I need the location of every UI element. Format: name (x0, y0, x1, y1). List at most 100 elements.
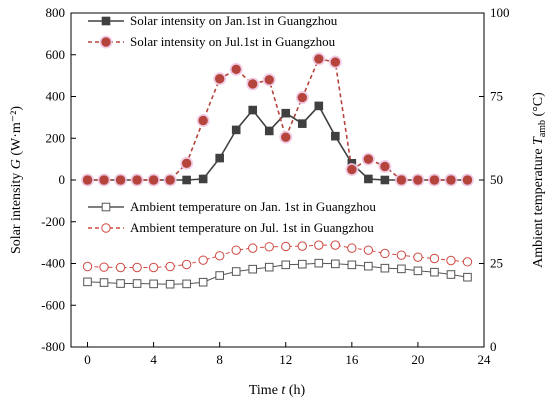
data-point (281, 108, 291, 118)
y-axis-right-label: Ambient temperature Tamb (°C) (531, 92, 548, 268)
data-point (380, 161, 390, 172)
data-point (132, 175, 142, 185)
y-right-tick-label: 50 (490, 172, 503, 187)
data-point (165, 261, 175, 272)
data-point (331, 259, 340, 269)
legend-temperature: Ambient temperature on Jan. 1st in Guang… (88, 199, 376, 235)
data-point (231, 245, 241, 255)
x-tick-label: 16 (345, 352, 359, 367)
data-point (182, 279, 191, 289)
data-point (198, 115, 208, 126)
series-0 (83, 101, 472, 185)
legend-label: Solar intensity on Jul.1st in Guangzhou (130, 34, 336, 49)
data-point (214, 251, 225, 261)
x-axis-label: Time t (h) (249, 383, 306, 398)
data-point (314, 240, 324, 250)
data-point (132, 262, 142, 273)
data-point (198, 277, 208, 287)
legend-marker (101, 16, 111, 26)
data-point (281, 260, 291, 270)
legend-marker (101, 202, 111, 212)
data-point (380, 263, 390, 273)
y-axis-left-label: Solar intensity G (W·m⁻²) (9, 106, 24, 254)
x-tick-label: 0 (84, 352, 91, 367)
x-tick-label: 8 (216, 352, 223, 367)
data-point (330, 57, 341, 67)
y-left-tick-label: 200 (46, 130, 66, 145)
data-point (99, 278, 109, 287)
data-point (215, 271, 224, 280)
data-point (248, 105, 258, 115)
x-tick-label: 4 (150, 352, 157, 367)
data-point (331, 131, 340, 141)
data-point (347, 260, 357, 270)
data-point (281, 132, 291, 142)
data-point (363, 245, 374, 255)
data-point (446, 270, 456, 279)
legend-label: Solar intensity on Jan.1st in Guangzhou (130, 13, 338, 28)
data-point (99, 262, 109, 272)
series-line (87, 244, 468, 268)
y-left-tick-label: 600 (46, 47, 66, 62)
data-point (231, 64, 241, 75)
data-point (462, 175, 473, 185)
data-point (215, 153, 224, 163)
x-tick-label: 12 (279, 352, 292, 367)
data-point (314, 101, 324, 111)
y-right-tick-label: 100 (490, 5, 510, 20)
y-left-tick-label: 800 (46, 5, 66, 20)
legend-solar: Solar intensity on Jan.1st in Guangzhou S… (88, 13, 338, 49)
data-point (364, 174, 373, 184)
data-point (364, 261, 373, 271)
legend-marker (101, 223, 111, 233)
legend-label: Ambient temperature on Jul. 1st in Guang… (130, 220, 374, 235)
series-2 (83, 258, 472, 289)
data-point (446, 255, 456, 266)
data-point (148, 175, 159, 185)
data-point (115, 175, 126, 185)
y-right-tick-label: 25 (490, 256, 503, 271)
data-point (297, 92, 307, 103)
data-point (248, 243, 258, 253)
data-point (396, 175, 407, 185)
y-left-tick-label: 400 (46, 89, 66, 104)
data-point (248, 79, 258, 89)
data-point (264, 126, 274, 136)
data-point (165, 279, 175, 289)
y-right-tick-label: 75 (490, 89, 503, 104)
data-point (380, 248, 390, 259)
data-point (413, 175, 423, 185)
data-point (181, 259, 192, 270)
data-point (396, 250, 407, 260)
data-point (297, 259, 307, 269)
data-point (446, 175, 456, 185)
data-point (115, 262, 126, 273)
data-point (83, 277, 92, 287)
y-right-tick-label: 0 (490, 339, 497, 354)
y-left-tick-label: -600 (41, 297, 65, 312)
series-line (87, 104, 468, 181)
legend-label: Ambient temperature on Jan. 1st in Guang… (130, 199, 376, 214)
data-point (132, 279, 142, 288)
data-point (231, 267, 241, 276)
data-point (314, 54, 324, 64)
data-point (116, 279, 125, 288)
series-line (87, 57, 468, 181)
data-point (314, 258, 324, 268)
data-point (462, 257, 473, 267)
data-point (182, 175, 191, 185)
data-point (149, 279, 158, 289)
data-point (165, 175, 175, 185)
data-point (82, 175, 93, 185)
y-left-tick-label: 0 (59, 172, 66, 187)
y-left-tick-label: -400 (41, 256, 65, 271)
data-point (429, 253, 440, 264)
data-point (413, 252, 423, 262)
x-tick-label: 24 (478, 352, 492, 367)
data-point (214, 74, 225, 84)
data-point (297, 241, 307, 251)
data-point (347, 243, 357, 253)
data-point (248, 264, 258, 274)
data-point (264, 75, 274, 85)
data-point (380, 175, 390, 185)
